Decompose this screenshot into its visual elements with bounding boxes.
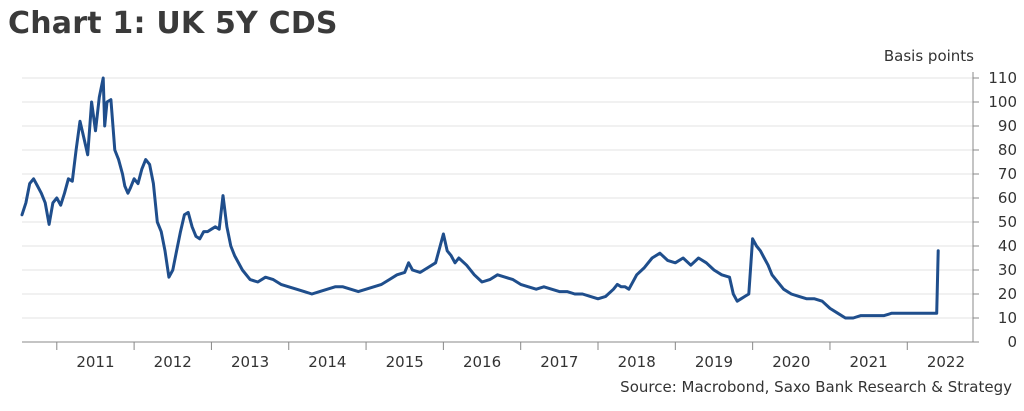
y-tick-label: 40 (998, 237, 1017, 255)
x-tick-label: 2022 (927, 353, 965, 371)
y-tick-label: 110 (988, 69, 1017, 87)
series-layer (20, 76, 940, 320)
x-tick-label: 2019 (695, 353, 733, 371)
y-tick-label: 80 (998, 141, 1017, 159)
y-tick-label: 30 (998, 261, 1017, 279)
source-note: Source: Macrobond, Saxo Bank Research & … (620, 378, 1012, 396)
y-tick-label: 0 (1007, 333, 1017, 351)
y-tick-label: 20 (998, 285, 1017, 303)
chart-title: Chart 1: UK 5Y CDS (8, 6, 338, 41)
y-axis-ticks: 0 10 20 30 40 50 60 70 80 90 100 110 (973, 69, 1017, 351)
y-tick-label: 90 (998, 117, 1017, 135)
x-tick-label: 2013 (231, 353, 269, 371)
y-tick-label: 50 (998, 213, 1017, 231)
x-tick-label: 2011 (76, 353, 114, 371)
y-tick-label: 60 (998, 189, 1017, 207)
gridlines (22, 77, 973, 319)
x-tick-label: 2018 (618, 353, 656, 371)
y-tick-label: 10 (998, 309, 1017, 327)
x-tick-label: 2014 (308, 353, 346, 371)
axes (22, 72, 974, 343)
y-tick-label: 100 (988, 93, 1017, 111)
series-line-uk-5y-cds (20, 76, 940, 320)
y-tick-label: 70 (998, 165, 1017, 183)
x-tick-label: 2021 (850, 353, 888, 371)
x-tick-label: 2015 (386, 353, 424, 371)
x-tick-label: 2017 (540, 353, 578, 371)
x-axis-ticks: 2011 2012 2013 2014 2015 2016 2017 2018 2019 2020… (56, 342, 965, 371)
x-tick-label: 2020 (772, 353, 810, 371)
x-tick-label: 2016 (463, 353, 501, 371)
x-tick-label: 2012 (154, 353, 192, 371)
y-axis-unit-label: Basis points (883, 47, 974, 65)
